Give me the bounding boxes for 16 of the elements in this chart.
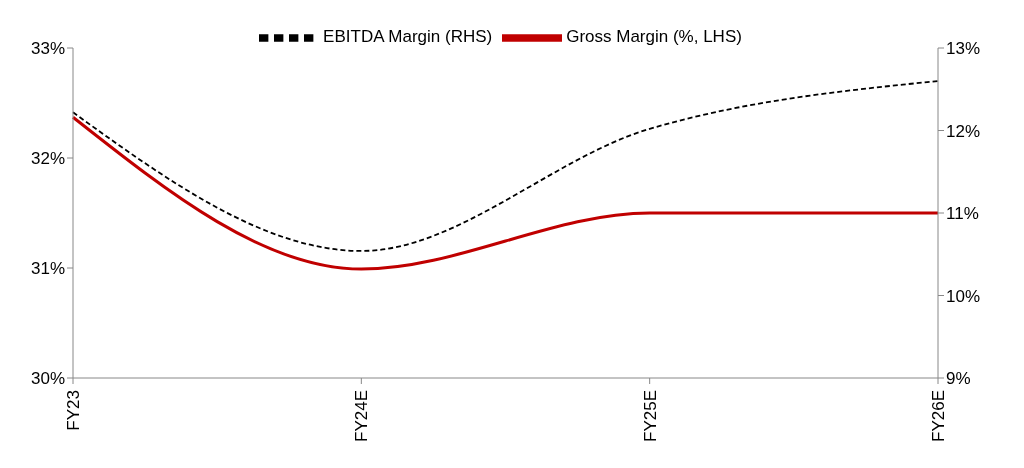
y-tick-label: 31% [30, 259, 65, 279]
x-tick-label: FY24E [352, 390, 372, 442]
x-tick-label: FY23 [64, 390, 84, 431]
y-tick-label: 32% [30, 149, 65, 169]
x-tick-label: FY26E [929, 390, 949, 442]
y-tick-label: 30% [30, 369, 65, 389]
y2-tick-label: 12% [946, 121, 981, 141]
y-tick-label: 33% [30, 39, 65, 59]
legend-label: EBITDA Margin (RHS) [323, 27, 493, 47]
y2-tick-label: 10% [946, 286, 981, 306]
y2-tick-label: 13% [946, 39, 981, 59]
line-series [72, 80, 939, 252]
x-tick-label: FY25E [640, 390, 660, 442]
legend-label: Gross Margin (%, LHS) [566, 27, 742, 47]
y2-tick-label: 9% [946, 369, 971, 389]
y2-tick-label: 11% [946, 204, 979, 224]
